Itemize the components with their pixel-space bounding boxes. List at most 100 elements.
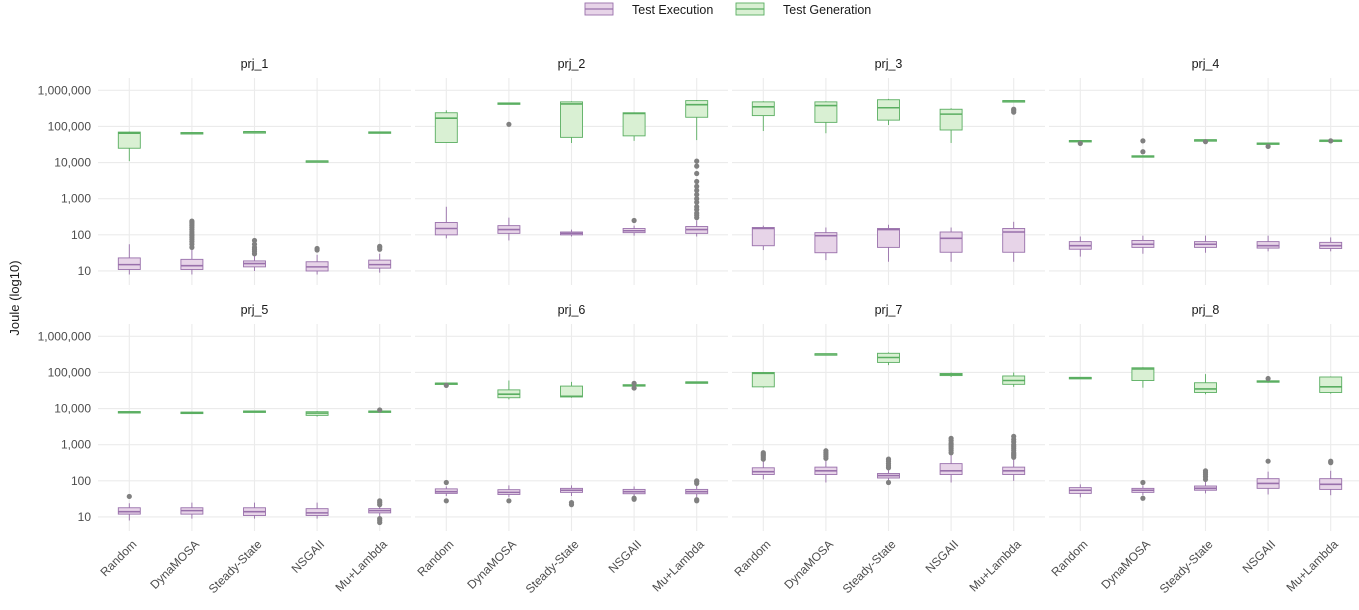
y-tick-label: 1,000 [61, 438, 91, 452]
box-test-generation-steady-state [1194, 374, 1217, 395]
outlier-point [631, 217, 637, 224]
legend: Test Execution Test Generation [584, 2, 871, 17]
x-tick-label: Mu+Lambda [967, 537, 1025, 595]
box-test-generation-nsgaii [1256, 375, 1280, 383]
outlier-point [1265, 143, 1271, 150]
box-iqr [1256, 241, 1280, 249]
box-test-execution-steady-state [243, 237, 266, 271]
panel-title: prj_1 [241, 57, 269, 71]
box-test-generation-random [1068, 140, 1092, 147]
x-tick-label: Random [1048, 537, 1090, 579]
panel-title: prj_5 [241, 303, 269, 317]
box-test-generation-steady-state [1194, 139, 1217, 145]
box-test-execution-dynamosa [1131, 235, 1155, 254]
outlier-point [443, 498, 449, 504]
box-test-generation-dynamosa [1131, 367, 1155, 388]
panel-prj_1: 10 100 1,000 10,000 100,000 1,000,000 prj_1 [38, 57, 411, 285]
box-iqr [560, 385, 583, 398]
box-iqr [814, 232, 838, 254]
box-test-generation-mu+lambda [685, 381, 709, 384]
box-iqr [939, 463, 963, 475]
box-iqr [685, 100, 709, 118]
outlier-point [760, 450, 766, 456]
panel-prj_3: prj_3 [732, 57, 1045, 285]
outlier-point [443, 382, 449, 388]
outlier-point [1202, 468, 1209, 474]
outlier-point [694, 204, 700, 210]
box-test-generation-nsgaii [939, 108, 963, 143]
box-test-generation-dynamosa [497, 380, 521, 400]
box-test-execution-dynamosa [814, 227, 838, 261]
box-iqr [1194, 382, 1217, 393]
panel-title: prj_8 [1192, 303, 1220, 317]
box-iqr [1131, 367, 1155, 381]
box-test-generation-dynamosa [1131, 138, 1155, 158]
outlier-point [377, 498, 383, 504]
box-test-generation-dynamosa [180, 132, 204, 135]
box-iqr [814, 101, 838, 123]
box-test-generation-random [751, 101, 775, 131]
box-test-execution-dynamosa [814, 448, 838, 483]
x-tick-label: Steady-State [206, 537, 265, 596]
box-test-generation-nsgaii [305, 160, 329, 163]
box-test-execution-random [434, 206, 458, 239]
panel-title: prj_2 [558, 57, 586, 71]
outlier-point [631, 385, 637, 391]
outlier-point [506, 121, 512, 127]
box-test-execution-mu+lambda [685, 478, 709, 504]
outlier-point [823, 448, 829, 454]
outlier-point [694, 170, 700, 177]
y-tick-label: 100 [71, 228, 91, 242]
panel-title: prj_4 [1192, 57, 1220, 71]
box-test-generation-random [117, 131, 141, 162]
box-test-execution-random [1068, 236, 1092, 257]
y-tick-label: 10,000 [54, 402, 91, 416]
box-test-execution-nsgaii [1256, 458, 1280, 495]
outlier-point [694, 183, 700, 189]
box-test-generation-steady-state [243, 131, 266, 134]
outlier-point [1011, 106, 1017, 112]
box-test-generation-steady-state [243, 410, 266, 413]
box-test-generation-random [751, 372, 775, 388]
box-test-execution-dynamosa [180, 502, 204, 519]
box-test-execution-nsgaii [939, 227, 963, 262]
outlier-point [189, 218, 195, 224]
y-tick-label: 100,000 [48, 365, 92, 379]
outlier-point [1077, 140, 1083, 147]
x-tick-label: NSGAII [923, 537, 962, 576]
x-tick-label: NSGAII [289, 537, 328, 576]
box-test-generation-random [434, 382, 458, 388]
x-tick-label: Steady-State [840, 537, 899, 596]
box-test-execution-steady-state [560, 485, 583, 508]
x-tick-label: Mu+Lambda [333, 537, 391, 595]
box-test-execution-random [751, 450, 775, 480]
box-iqr [939, 108, 963, 131]
outlier-point [1202, 139, 1209, 145]
box-test-generation-dynamosa [814, 353, 838, 356]
box-test-generation-mu+lambda [1319, 376, 1343, 394]
box-test-execution-mu+lambda [1002, 221, 1026, 262]
box-iqr [877, 228, 900, 248]
outlier-point [1265, 375, 1271, 382]
x-tick-label: Random [731, 537, 773, 579]
box-test-generation-dynamosa [814, 101, 838, 134]
x-tick-label: DynaMOSA [147, 537, 202, 592]
box-test-execution-random [751, 225, 775, 251]
outlier-point [694, 478, 700, 484]
x-tick-label: Steady-State [1157, 537, 1216, 596]
y-tick-label: 1,000,000 [38, 83, 92, 97]
panel-prj_6: prj_6 Random DynaMOSA Steady-State NSGAII Mu+… [414, 303, 728, 596]
outlier-point [251, 241, 258, 247]
box-test-generation-steady-state [877, 98, 900, 125]
box-test-generation-dynamosa [497, 102, 521, 127]
box-iqr [877, 99, 900, 121]
box-iqr [751, 227, 775, 247]
box-test-generation-nsgaii [939, 372, 963, 377]
box-test-execution-nsgaii [939, 435, 963, 483]
outlier-point [948, 435, 954, 441]
x-tick-label: Mu+Lambda [650, 537, 708, 595]
box-test-execution-random [434, 479, 458, 504]
x-tick-label: Random [414, 537, 456, 579]
box-test-generation-steady-state [560, 101, 583, 143]
